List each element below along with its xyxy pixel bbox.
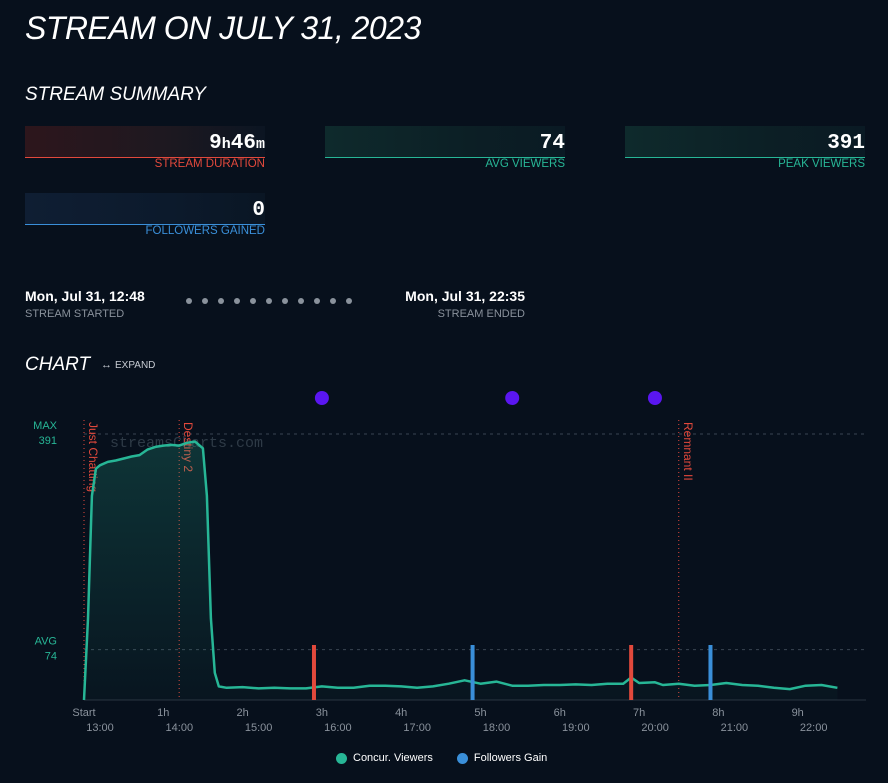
stream-duration-value: 9h46m — [209, 132, 265, 155]
x-tick-clock-label: 13:00 — [86, 722, 114, 734]
purple-event-marker — [505, 391, 520, 405]
viewers-line — [82, 440, 838, 701]
stream-started: Mon, Jul 31, 12:48 STREAM STARTED — [25, 288, 145, 320]
stream-started-time: Mon, Jul 31, 12:48 — [25, 288, 145, 304]
avg-viewers-label: AVG VIEWERS — [485, 158, 565, 170]
purple-event-marker — [314, 391, 329, 405]
followers-gained-value: 0 — [252, 199, 265, 222]
max-label: MAX — [33, 420, 58, 432]
stream-ended: Mon, Jul 31, 22:35 STREAM ENDED — [403, 288, 525, 320]
follower-gain-bar — [470, 645, 475, 700]
summary-heading: STREAM SUMMARY — [25, 84, 206, 105]
x-tick-label: 4h — [395, 707, 407, 719]
peak-viewers-stat: 391 PEAK VIEWERS — [625, 126, 865, 171]
x-tick-label: 5h — [474, 707, 486, 719]
legend-followers[interactable]: Followers Gain — [456, 752, 548, 764]
stat-bar — [25, 193, 265, 225]
x-tick-label: 2h — [236, 707, 248, 719]
x-tick-label: 9h — [792, 707, 804, 719]
viewers-chart: MAX391AVG74streamsCharts.comJust Chattin… — [33, 391, 866, 734]
peak-viewers-value: 391 — [827, 132, 865, 155]
stat-bar — [325, 126, 565, 158]
avg-viewers-value: 74 — [539, 132, 565, 155]
x-tick-label: 7h — [633, 707, 645, 719]
x-tick-clock-label: 14:00 — [166, 722, 194, 734]
stat-bar — [25, 126, 265, 158]
follower-gain-bar — [708, 645, 713, 700]
x-tick-clock-label: 21:00 — [721, 722, 749, 734]
timeline-dots — [186, 298, 352, 304]
red-event-bar — [311, 645, 316, 700]
page-title: STREAM ON JULY 31, 2023 — [25, 10, 421, 46]
expand-label: EXPAND — [115, 360, 156, 371]
x-tick-clock-label: 22:00 — [800, 722, 828, 734]
avg-value-label: 74 — [45, 651, 57, 663]
avg-label: AVG — [35, 636, 57, 648]
max-value-label: 391 — [39, 435, 57, 447]
legend-viewers[interactable]: Concur. Viewers — [336, 752, 433, 764]
stream-duration-label: STREAM DURATION — [154, 158, 265, 170]
x-tick-label: 3h — [316, 707, 328, 719]
avg-viewers-stat: 74 AVG VIEWERS — [325, 126, 565, 171]
x-tick-label: 8h — [712, 707, 724, 719]
x-tick-label: 6h — [554, 707, 566, 719]
legend-viewers-label: Concur. Viewers — [353, 752, 433, 764]
chart-heading: CHART — [25, 354, 91, 375]
followers-swatch — [456, 752, 468, 764]
x-tick-clock-label: 15:00 — [245, 722, 273, 734]
viewers-area — [84, 441, 838, 700]
legend-followers-label: Followers Gain — [473, 752, 548, 764]
x-tick-clock-label: 19:00 — [562, 722, 590, 734]
expand-arrows-icon: ↔ — [101, 359, 112, 371]
x-tick-label: 1h — [157, 707, 169, 719]
stream-ended-label: STREAM ENDED — [437, 308, 525, 320]
peak-viewers-label: PEAK VIEWERS — [778, 158, 865, 170]
x-tick-clock-label: 18:00 — [483, 722, 511, 734]
stream-duration-stat: 9h46m STREAM DURATION — [25, 126, 265, 171]
category-marker-label: Remnant II — [681, 422, 695, 481]
x-tick-label: Start — [72, 707, 95, 719]
stat-bar — [625, 126, 865, 158]
stream-started-label: STREAM STARTED — [25, 308, 125, 320]
x-tick-clock-label: 17:00 — [403, 722, 431, 734]
x-tick-clock-label: 20:00 — [641, 722, 669, 734]
chart-legend: Concur. Viewers Followers Gain — [336, 752, 547, 764]
followers-gained-label: FOLLOWERS GAINED — [145, 225, 266, 237]
red-event-bar — [629, 645, 634, 700]
expand-button[interactable]: ↔ EXPAND — [101, 359, 155, 371]
followers-gained-stat: 0 FOLLOWERS GAINED — [25, 193, 265, 238]
purple-event-marker — [647, 391, 662, 405]
x-tick-clock-label: 16:00 — [324, 722, 352, 734]
stream-ended-time: Mon, Jul 31, 22:35 — [405, 288, 525, 304]
viewers-swatch — [336, 752, 347, 764]
